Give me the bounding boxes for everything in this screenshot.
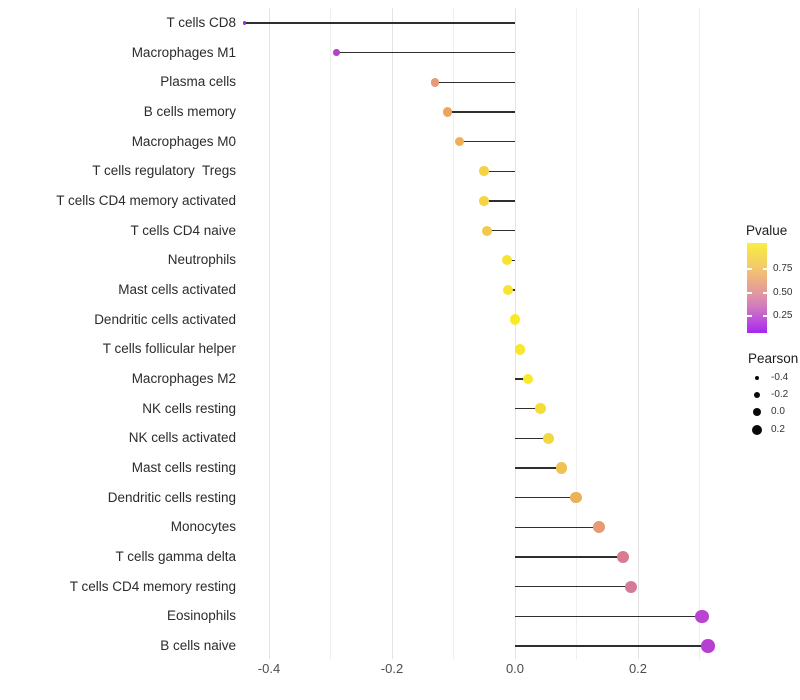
lollipop-dot	[535, 403, 547, 415]
pearson-legend-title: Pearson	[748, 351, 799, 366]
lollipop-stem	[336, 51, 515, 54]
lollipop-stem	[447, 111, 515, 113]
lollipop-dot	[442, 107, 452, 117]
lollipop-dot	[430, 77, 440, 87]
lollipop-stem	[515, 378, 528, 380]
lollipop-stem	[486, 229, 515, 232]
lollipop-dot	[514, 344, 526, 355]
size-legend-label: 0.0	[771, 406, 785, 417]
lollipop-stem	[484, 200, 515, 202]
lollipop-dot	[556, 462, 568, 474]
gridline-major	[637, 8, 639, 659]
colorbar-tick	[747, 315, 752, 317]
gridline-minor	[330, 8, 331, 659]
lollipop-dot	[542, 432, 554, 444]
size-legend-label: -0.4	[771, 372, 789, 383]
lollipop-dot	[509, 314, 521, 325]
lollipop-stem	[515, 407, 541, 410]
colorbar-tick-label: 0.50	[773, 287, 793, 298]
lollipop-dot	[333, 49, 340, 56]
size-legend-dot	[754, 375, 760, 381]
lollipop-stem	[483, 170, 515, 173]
colorbar-tick	[762, 268, 767, 270]
y-axis-label: T cells CD4 memory resting	[69, 578, 236, 594]
colorbar-tick-label: 0.25	[773, 310, 793, 321]
y-axis-label: Dendritic cells resting	[107, 489, 236, 505]
y-axis-label: Neutrophils	[167, 252, 236, 268]
size-legend-dot	[753, 391, 761, 399]
y-axis-label: NK cells resting	[142, 400, 236, 416]
y-axis-label: T cells follicular helper	[102, 341, 236, 357]
y-axis-label: B cells naive	[160, 638, 236, 653]
gridline-minor	[453, 8, 454, 659]
lollipop-dot	[695, 609, 709, 623]
lollipop-dot	[478, 166, 489, 177]
y-axis-label: Macrophages M1	[131, 44, 236, 60]
lollipop-dot	[503, 284, 514, 296]
colorbar-tick-label: 0.75	[773, 263, 793, 274]
lollipop-stem	[244, 22, 515, 24]
gridline-major	[268, 8, 270, 659]
y-axis-label: NK cells activated	[128, 430, 236, 446]
lollipop-dot	[481, 225, 492, 236]
y-axis-label: Mast cells activated	[118, 282, 236, 297]
x-axis-tick-label: 0.2	[628, 661, 648, 676]
lollipop-dot	[625, 580, 638, 593]
lollipop-dot	[593, 521, 606, 534]
lollipop-stem	[515, 645, 709, 647]
y-axis-label: B cells memory	[143, 104, 236, 119]
pvalue-legend-title: Pvalue	[746, 223, 788, 238]
lollipop-stem	[515, 526, 600, 529]
x-axis-tick-label: 0.0	[505, 661, 525, 676]
gridline-major	[514, 8, 516, 659]
size-legend-label: 0.2	[771, 424, 785, 435]
y-axis-label: Macrophages M2	[131, 371, 236, 386]
lollipop-stem	[515, 437, 549, 440]
x-axis-tick-label: -0.4	[257, 661, 281, 676]
colorbar-tick	[747, 268, 752, 270]
y-axis-label: T cells CD4 naive	[130, 222, 236, 238]
y-axis-label: Plasma cells	[160, 74, 236, 90]
y-axis-label: T cells CD8	[166, 15, 236, 30]
y-axis-label: Eosinophils	[166, 608, 236, 624]
lollipop-dot	[501, 255, 513, 266]
y-axis-label: T cells CD4 memory activated	[56, 193, 236, 208]
lollipop-stem	[515, 467, 562, 469]
y-axis-label: Mast cells resting	[131, 460, 236, 475]
y-axis-label: T cells gamma delta	[115, 549, 236, 564]
lollipop-stem	[459, 140, 515, 143]
lollipop-dot	[479, 196, 490, 206]
colorbar-tick	[762, 315, 767, 317]
x-axis-tick-label: -0.2	[380, 661, 404, 676]
lollipop-dot	[454, 136, 465, 147]
lollipop-stem	[515, 556, 624, 558]
lollipop-stem	[435, 81, 515, 84]
lollipop-stem	[515, 496, 576, 499]
lollipop-stem	[515, 615, 702, 618]
y-axis-label: T cells regulatory Tregs	[92, 163, 236, 179]
lollipop-dot	[617, 550, 630, 564]
y-axis-label: Monocytes	[170, 519, 236, 535]
colorbar-tick	[747, 292, 752, 294]
y-axis-label: Macrophages M0	[131, 133, 236, 149]
pvalue-colorbar-gradient	[747, 243, 767, 333]
colorbar-tick	[762, 292, 767, 294]
y-axis-label: Dendritic cells activated	[94, 311, 236, 327]
size-legend-label: -0.2	[771, 389, 789, 400]
gridline-major	[391, 8, 393, 659]
gridline-minor	[576, 8, 577, 659]
lollipop-stem	[515, 585, 632, 588]
size-legend-dot	[752, 407, 762, 417]
lollipop-dot	[701, 639, 715, 653]
gridline-minor	[699, 8, 700, 659]
lollipop-dot	[522, 373, 534, 385]
size-legend-dot	[752, 425, 762, 435]
lollipop-dot	[570, 491, 582, 504]
lollipop-dot	[242, 21, 246, 25]
